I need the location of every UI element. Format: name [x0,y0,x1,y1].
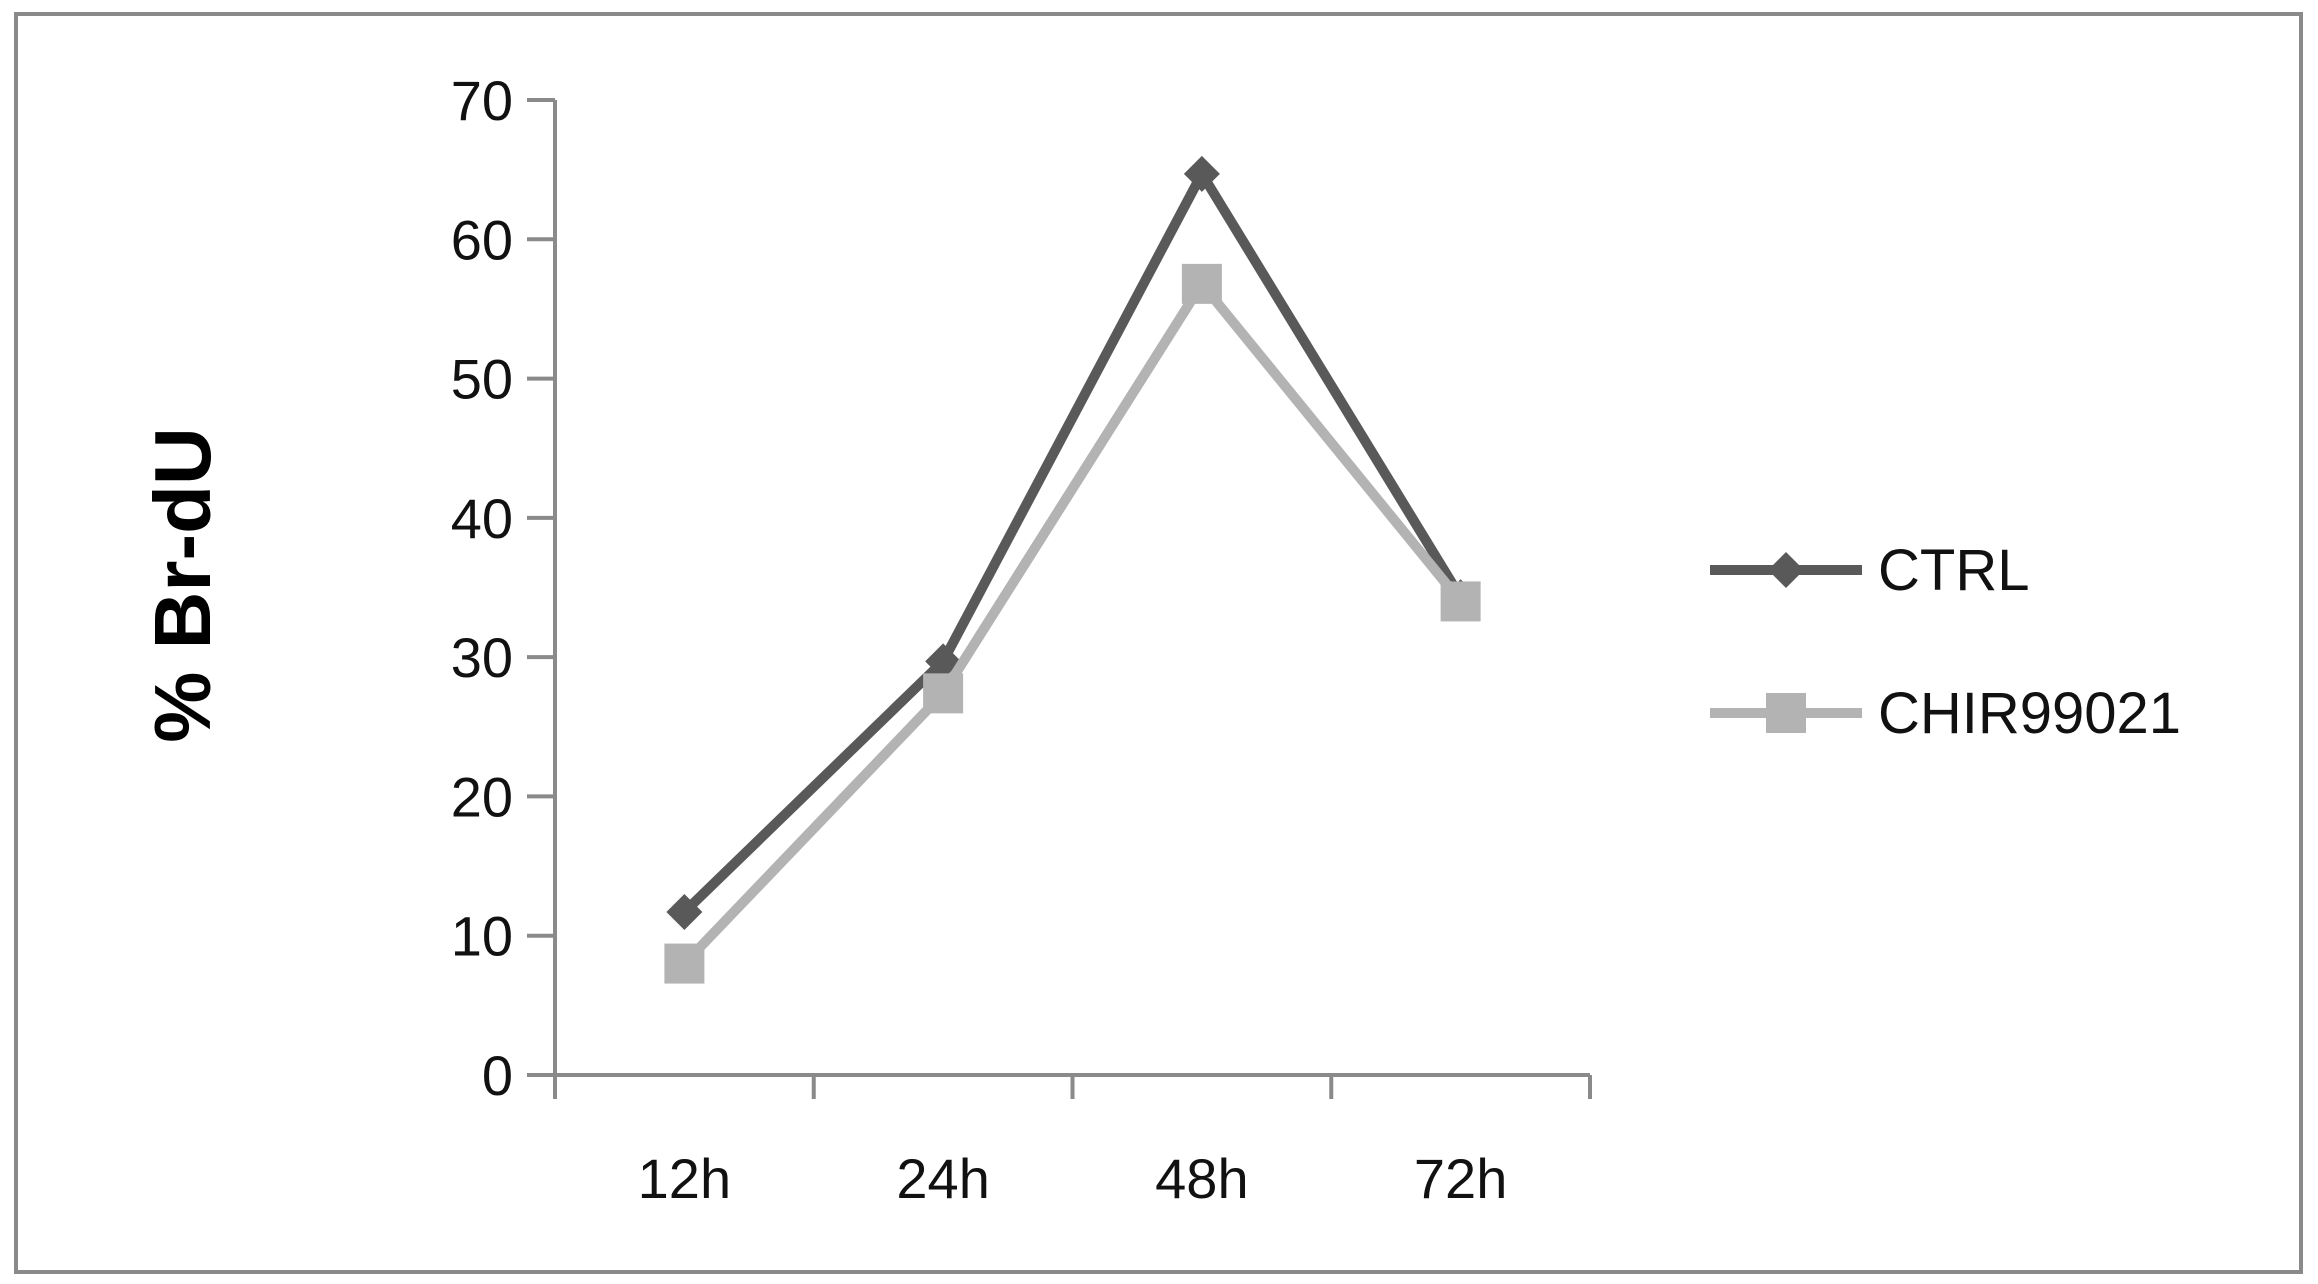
series-layer [664,155,1481,984]
data-point [923,673,964,714]
data-point [1181,263,1222,304]
y-tick-label: 20 [451,765,513,828]
y-tick-label: 40 [451,487,513,550]
y-tick-label: 0 [482,1044,513,1107]
x-tick-label: 12h [638,1147,731,1210]
x-axis-ticks: 12h 24h 48h 72h [553,1075,1592,1210]
y-tick-label: 30 [451,626,513,689]
series-chir99021 [664,263,1481,984]
legend-label: CTRL [1878,538,2029,603]
legend: CTRL CHIR99021 [1710,538,2181,746]
y-axis-title: % Br-dU [138,427,227,743]
legend-item: CTRL [1710,538,2029,603]
series-line [680,168,1465,916]
y-tick-label: 10 [451,905,513,968]
data-point [666,894,703,931]
chart-border [14,12,2303,1274]
data-point [1183,155,1220,192]
x-tick-label: 72h [1414,1147,1507,1210]
data-point [664,943,705,984]
series-line [680,278,1465,968]
y-tick-label: 50 [451,348,513,411]
x-tick-label: 24h [896,1147,989,1210]
y-axis-ticks: 0 10 20 30 40 50 60 70 [451,69,555,1107]
data-point [1440,581,1481,622]
legend-label: CHIR99021 [1878,681,2181,746]
legend-marker [1766,693,1806,733]
x-tick-label: 48h [1155,1147,1248,1210]
legend-item: CHIR99021 [1710,681,2181,746]
y-tick-label: 70 [451,69,513,132]
legend-marker [1768,552,1804,588]
y-tick-label: 60 [451,208,513,271]
